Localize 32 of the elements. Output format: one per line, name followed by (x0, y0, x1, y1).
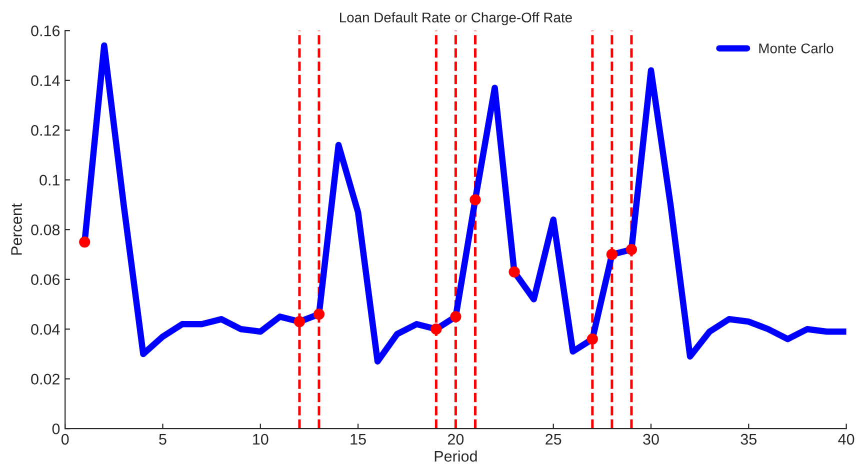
y-tick-label: 0 (52, 423, 60, 434)
y-tick-label: 0.16 (31, 25, 60, 36)
point (626, 244, 638, 256)
x-tick-label: 25 (546, 434, 562, 445)
x-axis-title: Period (434, 450, 477, 462)
x-tick-label: 30 (643, 434, 659, 445)
y-tick-label: 0.06 (31, 274, 60, 286)
x-tick-label: 0 (61, 434, 69, 445)
y-tick-label: 0.14 (31, 75, 60, 86)
legend-label: Monte Carlo (759, 43, 834, 54)
point (313, 308, 325, 320)
chart-title: Loan Default Rate or Charge-Off Rate (340, 12, 572, 26)
x-tick-label: 10 (253, 434, 268, 445)
x-tick-label: 5 (159, 434, 166, 445)
x-tick-label: 35 (740, 434, 757, 445)
x-tick-label: 40 (838, 434, 854, 445)
y-tick-label: 0.02 (31, 374, 60, 385)
x-tick-label: 15 (350, 434, 366, 445)
point (294, 316, 306, 328)
point (450, 311, 462, 322)
point (508, 266, 520, 278)
y-tick-label: 0.12 (31, 124, 60, 136)
point (606, 248, 618, 260)
point (586, 334, 598, 345)
x-tick-label: 20 (448, 434, 464, 445)
y-tick-label: 0.08 (31, 224, 60, 236)
y-tick-label: 0.04 (31, 324, 60, 335)
y-tick-label: 0.1 (40, 174, 60, 186)
point (79, 236, 90, 248)
point (470, 194, 481, 206)
point (430, 324, 442, 335)
y-axis-title: Percent (11, 203, 22, 255)
